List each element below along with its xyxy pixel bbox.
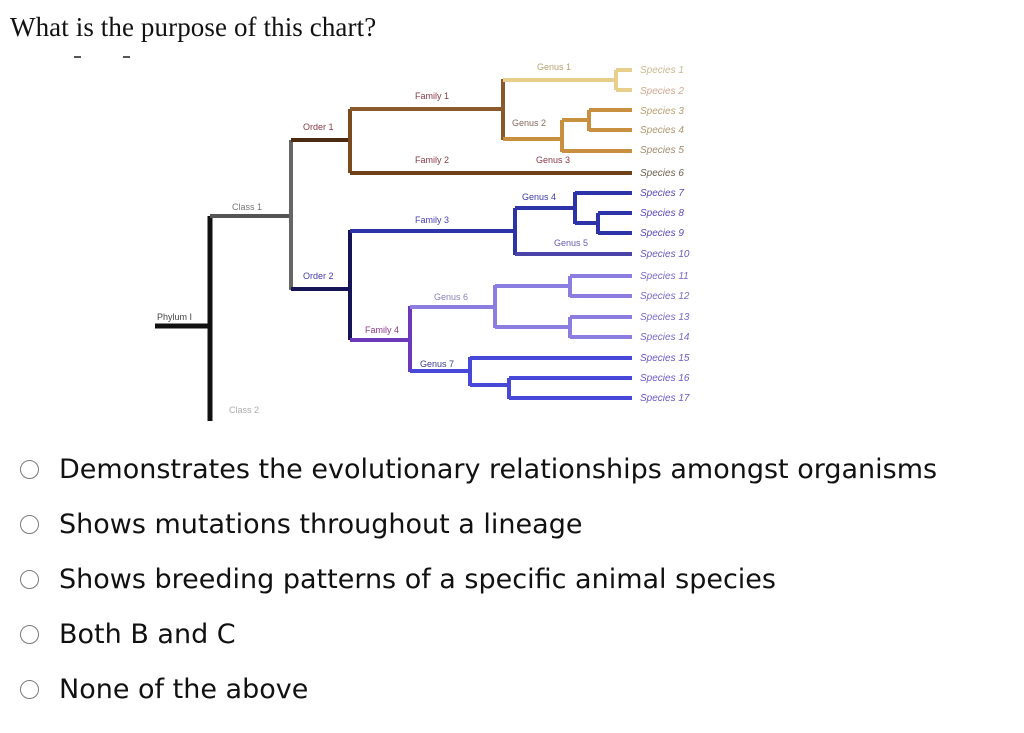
order1-label: Order 1	[303, 122, 334, 132]
species-label: Species 3	[640, 106, 684, 117]
decorative-dash	[74, 56, 81, 58]
species-label: Species 11	[640, 271, 689, 282]
family4-label: Family 4	[365, 325, 399, 335]
species-label: Species 1	[640, 65, 684, 76]
radio-button[interactable]	[20, 625, 39, 644]
family2-label: Family 2	[415, 155, 449, 165]
genus2-label: Genus 2	[512, 118, 546, 128]
species-label: Species 14	[640, 332, 690, 343]
option-d[interactable]: Both B and C	[20, 607, 937, 662]
species-label: Species 2	[640, 86, 684, 97]
genus7-label: Genus 7	[420, 359, 454, 369]
radio-button[interactable]	[20, 515, 39, 534]
radio-button[interactable]	[20, 680, 39, 699]
species-label: Species 6	[640, 168, 684, 179]
option-label: Shows mutations throughout a lineage	[59, 509, 583, 540]
species-label: Species 5	[640, 145, 684, 156]
species-label: Species 15	[640, 353, 690, 364]
question-text: What is the purpose of this chart?	[10, 12, 377, 42]
genus3-label: Genus 3	[536, 155, 570, 165]
family1-label: Family 1	[415, 91, 449, 101]
phylogenetic-tree: Phylum I Class 1 Class 2 Order 1 Order 2…	[155, 62, 690, 421]
species-label: Species 10	[640, 249, 690, 260]
species-label: Species 16	[640, 373, 690, 384]
species-label: Species 7	[640, 188, 684, 199]
option-label: Demonstrates the evolutionary relationsh…	[59, 454, 938, 485]
genus4-label: Genus 4	[522, 192, 556, 202]
option-b[interactable]: Shows mutations throughout a lineage	[20, 497, 937, 552]
class2-label: Class 2	[229, 405, 259, 415]
option-label: Shows breeding patterns of a specific an…	[59, 564, 776, 595]
option-label: Both B and C	[59, 619, 236, 650]
option-c[interactable]: Shows breeding patterns of a specific an…	[20, 552, 937, 607]
option-label: None of the above	[59, 674, 309, 705]
family3-label: Family 3	[415, 215, 449, 225]
option-e[interactable]: None of the above	[20, 662, 937, 717]
species-label: Species 17	[640, 393, 690, 404]
species-label: Species 9	[640, 228, 684, 239]
genus1-label: Genus 1	[537, 62, 571, 72]
order2-label: Order 2	[303, 271, 334, 281]
genus5-label: Genus 5	[554, 238, 588, 248]
species-label: Species 8	[640, 208, 684, 219]
decorative-dash	[123, 56, 130, 58]
species-label: Species 13	[640, 312, 690, 323]
class1-label: Class 1	[232, 202, 262, 212]
phylum-label: Phylum I	[157, 312, 192, 322]
option-a[interactable]: Demonstrates the evolutionary relationsh…	[20, 442, 937, 497]
radio-button[interactable]	[20, 460, 39, 479]
genus6-label: Genus 6	[434, 292, 468, 302]
species-label: Species 12	[640, 291, 690, 302]
species-label: Species 4	[640, 125, 684, 136]
answer-options: Demonstrates the evolutionary relationsh…	[20, 442, 937, 717]
radio-button[interactable]	[20, 570, 39, 589]
